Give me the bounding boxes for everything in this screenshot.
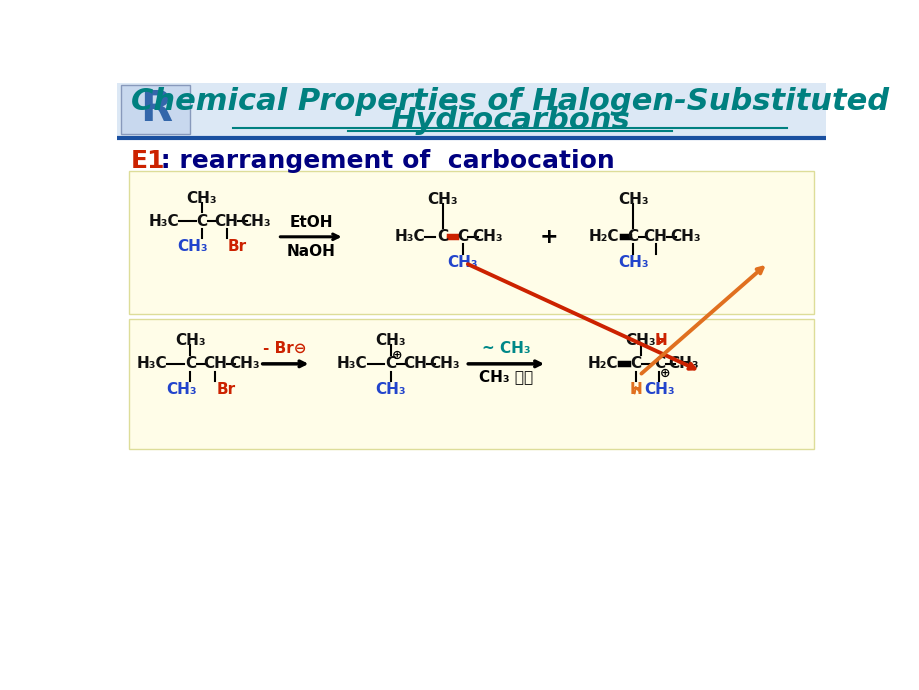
Text: ⊕: ⊕ [660, 366, 670, 380]
Text: CH₃: CH₃ [175, 333, 206, 348]
Text: Br: Br [228, 239, 246, 255]
Text: CH₃: CH₃ [643, 382, 674, 397]
FancyBboxPatch shape [117, 83, 825, 137]
Text: C: C [630, 356, 641, 371]
Text: H₂C: H₂C [586, 356, 617, 371]
Text: CH₃: CH₃ [471, 229, 503, 244]
Text: H₃C: H₃C [137, 356, 167, 371]
Text: CH₃: CH₃ [625, 333, 655, 348]
Text: CH₃: CH₃ [229, 356, 259, 371]
Text: C: C [385, 356, 396, 371]
Text: ~ CH₃: ~ CH₃ [482, 341, 530, 356]
Text: +: + [539, 227, 557, 247]
Text: CH₃: CH₃ [448, 255, 478, 270]
Text: H₂C: H₂C [588, 229, 618, 244]
Text: CH₃: CH₃ [165, 382, 197, 397]
FancyBboxPatch shape [121, 85, 190, 135]
Text: CH: CH [203, 356, 227, 371]
FancyBboxPatch shape [129, 171, 813, 314]
Text: H₃C: H₃C [394, 229, 425, 244]
Text: C: C [627, 229, 638, 244]
Text: H₃C: H₃C [336, 356, 367, 371]
Text: CH₃: CH₃ [187, 191, 217, 206]
Text: Br: Br [216, 382, 235, 397]
Text: CH₃: CH₃ [429, 356, 460, 371]
Text: CH₃: CH₃ [618, 193, 648, 207]
Text: Hydrocarbons: Hydrocarbons [390, 106, 630, 135]
Text: : rearrangement of  carbocation: : rearrangement of carbocation [152, 149, 614, 173]
Text: CH₃: CH₃ [427, 193, 458, 207]
Text: ⊕: ⊕ [391, 349, 403, 362]
Text: H: H [653, 333, 666, 348]
Text: CH: CH [643, 229, 667, 244]
Text: - Br⊖: - Br⊖ [263, 341, 307, 356]
Text: CH₃: CH₃ [177, 239, 208, 255]
Text: CH₃: CH₃ [668, 356, 698, 371]
Text: C: C [185, 356, 196, 371]
Text: CH₃: CH₃ [670, 229, 700, 244]
Text: NaOH: NaOH [287, 244, 335, 259]
Text: E1: E1 [131, 149, 165, 173]
Text: CH₃: CH₃ [375, 382, 405, 397]
Text: Chemical Properties of Halogen-Substituted: Chemical Properties of Halogen-Substitut… [130, 87, 888, 116]
Text: EtOH: EtOH [289, 215, 333, 230]
Text: CH₃: CH₃ [241, 214, 271, 229]
Text: CH₃: CH₃ [618, 255, 648, 270]
Text: C: C [653, 356, 664, 371]
Text: H: H [630, 382, 642, 397]
Text: R: R [140, 88, 172, 130]
Text: CH: CH [403, 356, 426, 371]
Text: CH₃: CH₃ [375, 333, 405, 348]
Text: C: C [457, 229, 468, 244]
FancyBboxPatch shape [129, 319, 813, 448]
Text: C: C [197, 214, 208, 229]
Text: C: C [437, 229, 448, 244]
Text: CH₃ 迁移: CH₃ 迁移 [479, 368, 533, 384]
Text: CH: CH [214, 214, 238, 229]
Text: H₃C: H₃C [148, 214, 178, 229]
